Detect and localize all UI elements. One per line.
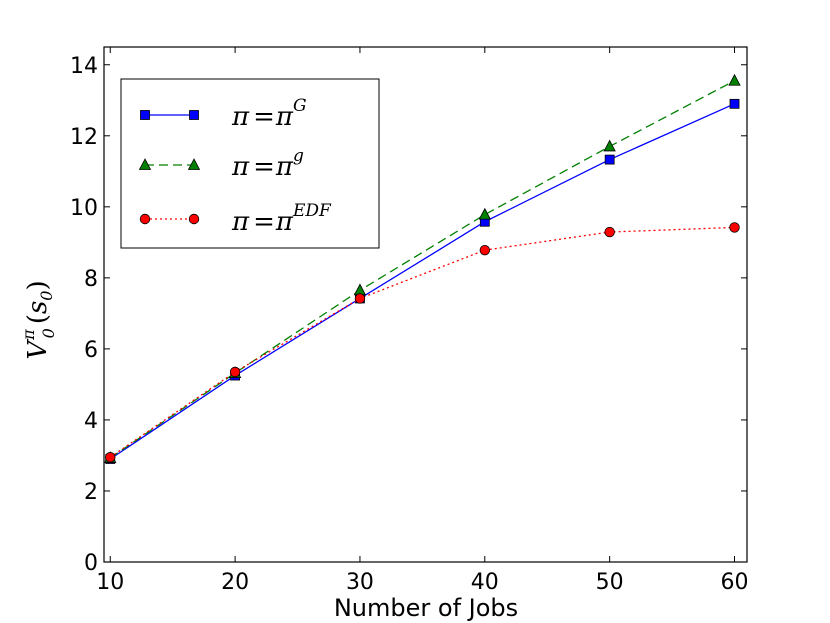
data-point — [479, 244, 491, 256]
y-tick-label: 10 — [70, 196, 98, 221]
y-label-subscript: 0 — [39, 328, 58, 338]
x-tick-label: 60 — [721, 570, 749, 595]
svg-text:Vπ0(s0): Vπ0(s0) — [19, 280, 58, 359]
y-tick-label: 2 — [84, 480, 98, 505]
x-tick-label: 10 — [96, 570, 124, 595]
x-tick-label: 20 — [221, 570, 249, 595]
y-tick-label: 4 — [84, 409, 98, 434]
y-label-open-paren: ( — [23, 314, 53, 324]
series-2 — [105, 222, 740, 463]
data-point — [604, 154, 615, 165]
legend-marker — [187, 158, 201, 170]
y-tick-label: 0 — [84, 551, 98, 576]
data-point — [729, 98, 740, 109]
legend-label-EDF: π =πEDF — [231, 201, 332, 237]
legend-marker — [138, 158, 152, 170]
data-point — [604, 226, 615, 238]
y-label-close-paren: ) — [23, 280, 53, 290]
y-tick-label: 12 — [70, 125, 98, 150]
legend-marker — [188, 213, 200, 225]
y-tick-label: 6 — [84, 338, 98, 363]
legend-label-G: π =πG — [231, 96, 307, 132]
series-line — [109, 226, 735, 458]
x-tick-label: 50 — [596, 570, 624, 595]
axis-ticks: 10 20 30 40 50 60 0 2 4 6 8 10 12 14 — [70, 47, 749, 595]
x-tick-label: 30 — [346, 570, 374, 595]
y-label-superscript: π — [19, 329, 38, 341]
legend-marker — [140, 110, 150, 120]
y-label-argument-subscript: 0 — [37, 290, 56, 300]
data-point — [728, 73, 741, 86]
x-axis-label: Number of Jobs — [334, 594, 518, 622]
data-point — [229, 366, 241, 378]
y-label-argument: s — [23, 301, 53, 314]
legend-box — [120, 78, 380, 249]
legend-marker — [139, 213, 151, 225]
series-line — [109, 103, 735, 460]
legend-marker — [189, 110, 199, 120]
data-layer — [104, 73, 741, 464]
data-point — [603, 139, 616, 152]
y-axis-label: Vπ0(s0) — [19, 280, 58, 359]
data-point — [729, 222, 740, 233]
y-label-main: V — [23, 339, 53, 360]
legend-samples — [138, 110, 201, 225]
data-point — [478, 207, 491, 220]
y-tick-label: 8 — [84, 267, 98, 292]
y-tick-label: 14 — [70, 54, 98, 79]
legend: π =πG π =πg π =πEDF — [120, 78, 380, 249]
data-point — [354, 293, 366, 304]
x-tick-label: 40 — [471, 570, 499, 595]
plot-area-frame — [103, 46, 748, 563]
data-point — [353, 283, 367, 296]
legend-label-g: π =πg — [231, 146, 304, 182]
data-point — [105, 452, 116, 463]
